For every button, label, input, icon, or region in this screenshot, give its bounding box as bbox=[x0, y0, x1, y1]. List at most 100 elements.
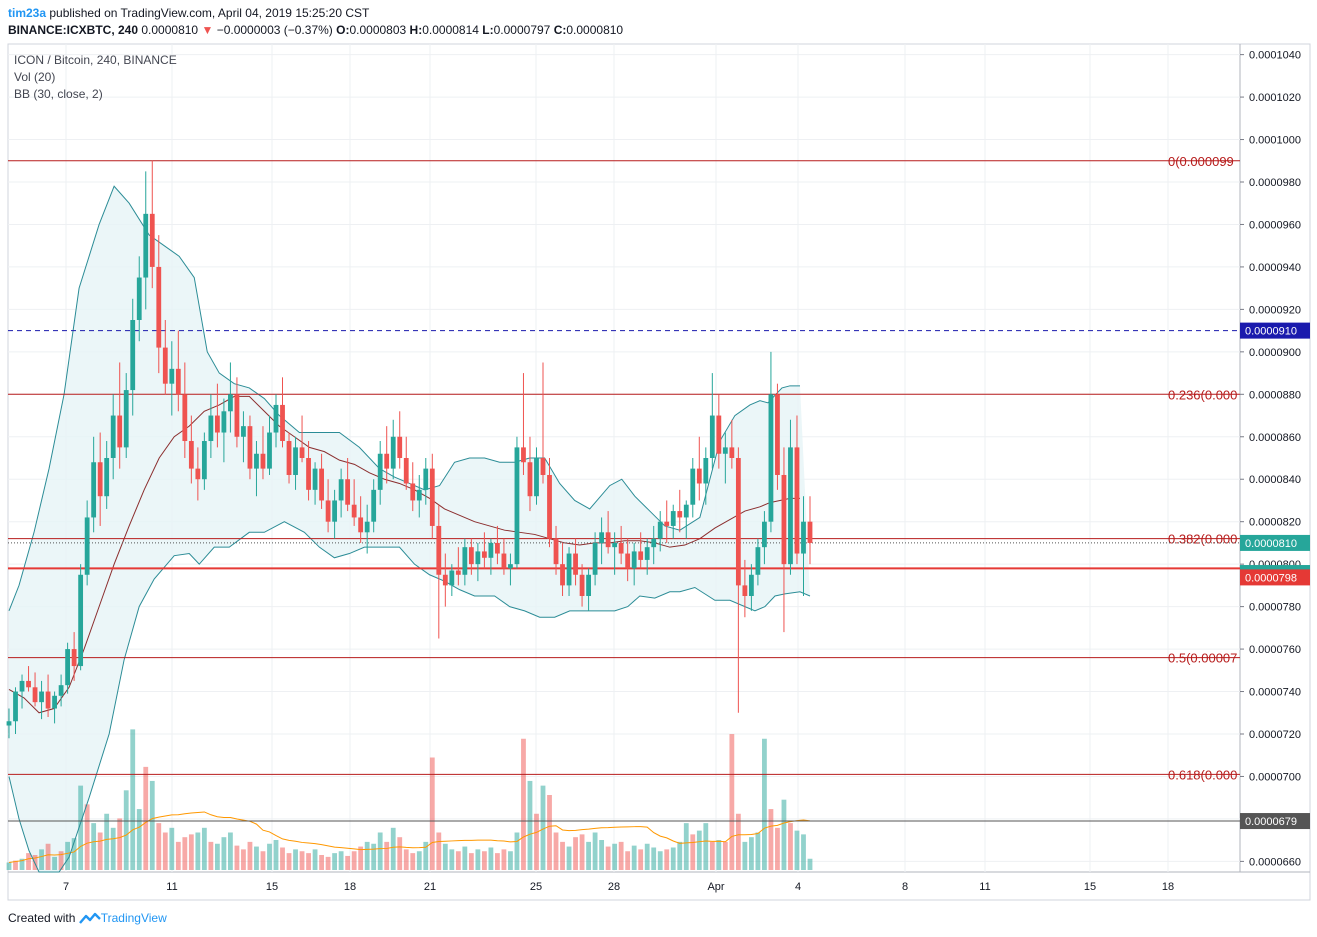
volume-bar bbox=[709, 841, 715, 870]
volume-bar bbox=[273, 840, 279, 870]
volume-bar bbox=[495, 853, 500, 870]
volume-bar bbox=[801, 834, 806, 870]
candle-body bbox=[625, 553, 631, 569]
candle-body bbox=[449, 570, 455, 586]
candle-body bbox=[495, 542, 500, 554]
volume-bar bbox=[84, 804, 90, 870]
change-value: −0.0000003 (−0.37%) bbox=[216, 23, 333, 37]
author-link[interactable]: tim23a bbox=[8, 6, 47, 20]
candle-body bbox=[618, 542, 624, 554]
candle-body bbox=[306, 458, 311, 490]
candle-body bbox=[514, 447, 520, 565]
price-axis-badge-label: 0.0000679 bbox=[1245, 816, 1297, 828]
candle-body bbox=[781, 474, 787, 565]
volume-bar bbox=[169, 827, 175, 870]
volume-bar bbox=[156, 823, 162, 870]
candle-body bbox=[703, 458, 709, 484]
x-tick-label: 8 bbox=[902, 881, 908, 893]
close-label: C: bbox=[553, 23, 567, 37]
fib-level-label: 0.382(0.000 bbox=[1168, 532, 1237, 547]
candle-body bbox=[801, 521, 806, 554]
y-tick-label: 0.0000660 bbox=[1249, 856, 1301, 868]
volume-bar bbox=[241, 849, 246, 870]
bollinger-fill bbox=[9, 186, 810, 872]
volume-bar bbox=[527, 780, 533, 870]
volume-bar bbox=[410, 853, 416, 870]
y-tick-label: 0.0001020 bbox=[1249, 92, 1301, 104]
x-tick-label: 18 bbox=[1162, 881, 1174, 893]
x-tick-label: 21 bbox=[424, 881, 436, 893]
volume-bar bbox=[481, 851, 487, 870]
candle-body bbox=[345, 479, 351, 505]
ohlc-line: BINANCE:ICXBTC, 240 0.0000810 ▼ −0.00000… bbox=[8, 23, 623, 37]
candle-body bbox=[651, 538, 657, 548]
volume-bar bbox=[384, 841, 390, 870]
volume-bar bbox=[605, 846, 611, 870]
candle-body bbox=[631, 551, 637, 569]
volume-bar bbox=[664, 849, 670, 870]
candle-body bbox=[175, 368, 181, 395]
bollinger-lower-line bbox=[8, 521, 811, 873]
volume-bar bbox=[579, 834, 585, 870]
volume-bar bbox=[325, 856, 331, 870]
candle-body bbox=[312, 468, 318, 490]
low-label: L: bbox=[482, 23, 494, 37]
volume-bar bbox=[612, 843, 618, 870]
publish-info: published on TradingView.com, April 04, … bbox=[49, 6, 370, 20]
low-value: 0.0000797 bbox=[493, 23, 551, 37]
candle-body bbox=[45, 691, 51, 709]
price-axis-badge bbox=[1240, 534, 1310, 551]
candle-body bbox=[599, 532, 605, 543]
y-tick-label: 0.0000940 bbox=[1249, 262, 1301, 274]
volume-bar bbox=[293, 849, 298, 870]
price-axis-badge bbox=[1240, 322, 1310, 339]
candle-body bbox=[768, 394, 774, 522]
legend-volume: Vol (20) bbox=[14, 70, 56, 84]
candle-body bbox=[273, 404, 279, 433]
volume-bar bbox=[573, 837, 578, 870]
volume-bar bbox=[254, 846, 259, 870]
candle-body bbox=[390, 436, 396, 469]
volume-bar bbox=[429, 757, 435, 870]
volume-bar bbox=[280, 847, 285, 870]
candle-body bbox=[716, 415, 722, 454]
volume-bar bbox=[781, 799, 787, 870]
y-tick-label: 0.0000740 bbox=[1249, 687, 1301, 699]
candle-body bbox=[319, 468, 324, 501]
price-axis-badge-label: 0.0000910 bbox=[1245, 326, 1297, 338]
candle-body bbox=[540, 458, 546, 475]
fib-level-label: 0.5(0.00007 bbox=[1168, 651, 1237, 666]
tradingview-logo-icon bbox=[78, 912, 101, 927]
volume-bar bbox=[436, 832, 442, 870]
volume-bar bbox=[553, 832, 559, 870]
y-tick-label: 0.0000980 bbox=[1249, 177, 1301, 189]
candle-body bbox=[807, 521, 813, 543]
volume-bar bbox=[319, 855, 324, 870]
candle-body bbox=[664, 521, 670, 526]
candle-body bbox=[6, 721, 12, 726]
candle-body bbox=[364, 521, 370, 533]
volume-bar bbox=[631, 845, 637, 870]
candle-body bbox=[162, 347, 168, 384]
candle-body bbox=[527, 462, 533, 497]
volume-bar bbox=[149, 780, 155, 870]
candle-body bbox=[560, 564, 565, 586]
footer: Created with TradingView bbox=[8, 911, 167, 927]
candle-body bbox=[644, 547, 650, 560]
candle-body bbox=[247, 426, 253, 469]
volume-bar bbox=[13, 860, 18, 870]
volume-bar bbox=[188, 834, 194, 870]
candle-body bbox=[755, 547, 761, 575]
y-tick-label: 0.0000700 bbox=[1249, 771, 1301, 783]
footer-brand[interactable]: TradingView bbox=[100, 911, 167, 925]
volume-bar bbox=[462, 846, 468, 870]
volume-bar bbox=[475, 849, 481, 870]
fib-level-label: 0(0.000099 bbox=[1168, 154, 1234, 169]
volume-bar bbox=[722, 841, 728, 870]
volume-bar bbox=[338, 851, 344, 870]
candle-body bbox=[267, 432, 272, 469]
volume-bar bbox=[566, 846, 572, 870]
candle-body bbox=[214, 415, 220, 433]
volume-bar bbox=[442, 843, 448, 870]
